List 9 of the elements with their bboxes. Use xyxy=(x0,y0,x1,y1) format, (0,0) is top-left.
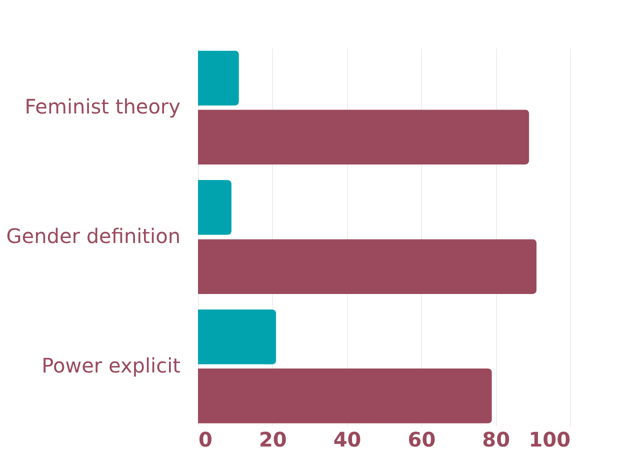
y-tick-label: Gender definition xyxy=(6,224,180,248)
x-tick-label: 0 xyxy=(198,428,212,452)
x-tick-label: 100 xyxy=(528,428,570,452)
x-tick-label: 20 xyxy=(258,428,287,452)
x-tick-label: 80 xyxy=(482,428,510,452)
y-tick-label: Feminist theory xyxy=(24,94,181,119)
x-tick-label: 40 xyxy=(333,428,362,452)
y-tick-label: Power explicit xyxy=(42,353,181,378)
x-tick-label: 60 xyxy=(408,428,436,452)
